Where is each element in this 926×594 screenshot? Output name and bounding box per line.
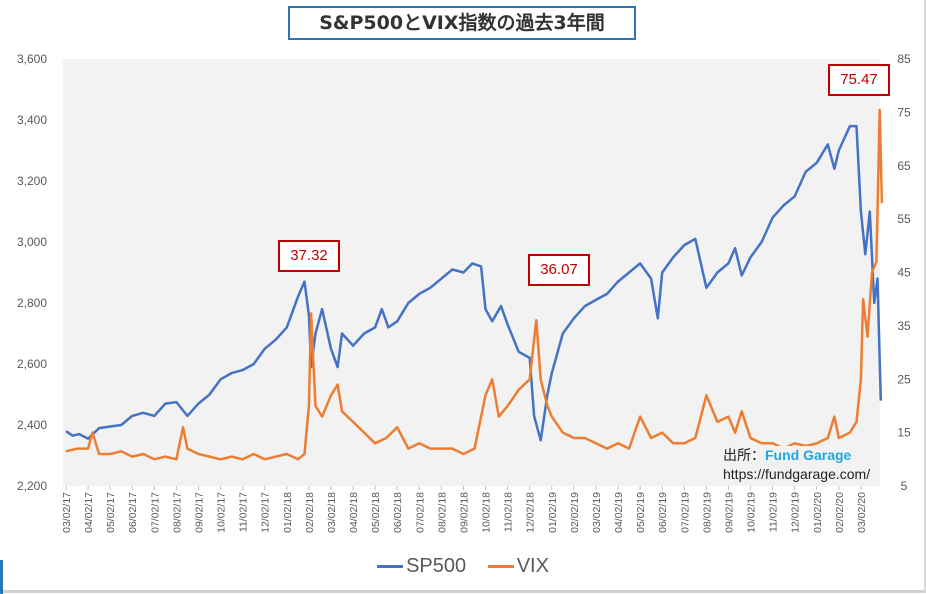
series-line-sp500 bbox=[65, 124, 883, 442]
x-tick-label: 08/02/17 bbox=[171, 492, 183, 533]
x-tick-label: 05/02/19 bbox=[635, 492, 647, 533]
x-tick-label: 03/02/17 bbox=[61, 492, 73, 533]
x-tick-label: 09/02/18 bbox=[458, 492, 470, 533]
x-tick-label: 06/02/18 bbox=[392, 492, 404, 533]
x-tick-label: 03/02/18 bbox=[326, 492, 338, 533]
x-tick-label: 01/02/19 bbox=[547, 492, 559, 533]
x-tick-label: 11/02/18 bbox=[503, 492, 515, 532]
annotation-vix-peak-2020-03: 75.47 bbox=[828, 64, 890, 96]
source-credit: 出所：Fund Garage https://fundgarage.com/ bbox=[720, 446, 874, 484]
x-tick-label: 10/02/17 bbox=[216, 492, 228, 533]
x-tick-label: 09/02/17 bbox=[193, 492, 205, 533]
legend-label: SP500 bbox=[406, 555, 467, 577]
x-tick-label: 08/02/18 bbox=[436, 492, 448, 533]
x-tick-label: 01/02/20 bbox=[812, 492, 824, 533]
y-right-tick-label: 15 bbox=[897, 426, 911, 440]
y-left-tick-label: 2,400 bbox=[17, 418, 47, 432]
x-tick-label: 11/02/19 bbox=[768, 492, 780, 532]
y-right-tick-label: 45 bbox=[897, 266, 911, 280]
x-tick-label: 02/02/20 bbox=[834, 492, 846, 533]
y-left-tick-label: 2,800 bbox=[17, 296, 47, 310]
y-right-tick-label: 55 bbox=[897, 212, 911, 226]
x-tick-label: 07/02/18 bbox=[414, 492, 426, 533]
x-tick-label: 04/02/18 bbox=[348, 492, 360, 533]
legend-label: VIX bbox=[516, 555, 549, 577]
x-tick-label: 02/02/19 bbox=[569, 492, 581, 533]
x-tick-label: 05/02/18 bbox=[370, 492, 382, 533]
y-right-tick-label: 5 bbox=[901, 479, 908, 493]
y-right-tick-label: 75 bbox=[897, 105, 911, 119]
x-tick-label: 04/02/17 bbox=[83, 492, 95, 533]
x-tick-label: 09/02/19 bbox=[723, 492, 735, 533]
y-left-tick-label: 2,200 bbox=[17, 479, 47, 493]
y-left-tick-label: 3,200 bbox=[17, 174, 47, 188]
y-left-tick-label: 3,000 bbox=[17, 235, 47, 249]
y-right-tick-label: 35 bbox=[897, 319, 911, 333]
x-tick-label: 06/02/19 bbox=[657, 492, 669, 533]
source-brand: Fund Garage bbox=[765, 447, 852, 463]
selection-edge bbox=[0, 560, 3, 594]
x-tick-label: 02/02/18 bbox=[304, 492, 316, 533]
x-tick-label: 08/02/19 bbox=[701, 492, 713, 533]
chart-title: S&P500とVIX指数の過去3年間 bbox=[288, 6, 636, 40]
x-tick-label: 07/02/19 bbox=[679, 492, 691, 533]
y-right-tick-label: 85 bbox=[897, 52, 911, 66]
x-tick-label: 12/02/17 bbox=[260, 492, 272, 533]
legend-item-vix: VIX bbox=[487, 555, 549, 578]
annotation-vix-peak-2018-12: 36.07 bbox=[528, 254, 590, 286]
x-tick-label: 11/02/17 bbox=[238, 492, 250, 532]
y-right-tick-label: 65 bbox=[897, 159, 911, 173]
legend-swatch bbox=[377, 565, 404, 569]
x-tick-label: 12/02/18 bbox=[525, 492, 537, 533]
legend-item-sp500: SP500 bbox=[377, 555, 466, 578]
x-tick-label: 10/02/19 bbox=[746, 492, 758, 533]
plot-area bbox=[63, 59, 880, 486]
y-left-tick-label: 2,600 bbox=[17, 357, 47, 371]
x-tick-label: 03/02/19 bbox=[591, 492, 603, 533]
y-right-tick-label: 25 bbox=[897, 372, 911, 386]
source-url: https://fundgarage.com/ bbox=[723, 466, 871, 482]
x-tick-label: 06/02/17 bbox=[127, 492, 139, 533]
y-left-tick-label: 3,600 bbox=[17, 52, 47, 66]
legend: SP500 VIX bbox=[0, 555, 926, 578]
x-tick-label: 07/02/17 bbox=[149, 492, 161, 533]
source-prefix: 出所： bbox=[723, 447, 765, 463]
x-tick-label: 01/02/18 bbox=[282, 492, 294, 533]
x-tick-label: 04/02/19 bbox=[613, 492, 625, 533]
x-tick-label: 03/02/20 bbox=[856, 492, 868, 533]
x-tick-label: 10/02/18 bbox=[481, 492, 493, 533]
x-tick-label: 05/02/17 bbox=[105, 492, 117, 533]
y-left-tick-label: 3,400 bbox=[17, 113, 47, 127]
annotation-vix-peak-2018-02: 37.32 bbox=[278, 240, 340, 272]
x-tick-label: 12/02/19 bbox=[790, 492, 802, 533]
legend-swatch bbox=[487, 565, 514, 569]
